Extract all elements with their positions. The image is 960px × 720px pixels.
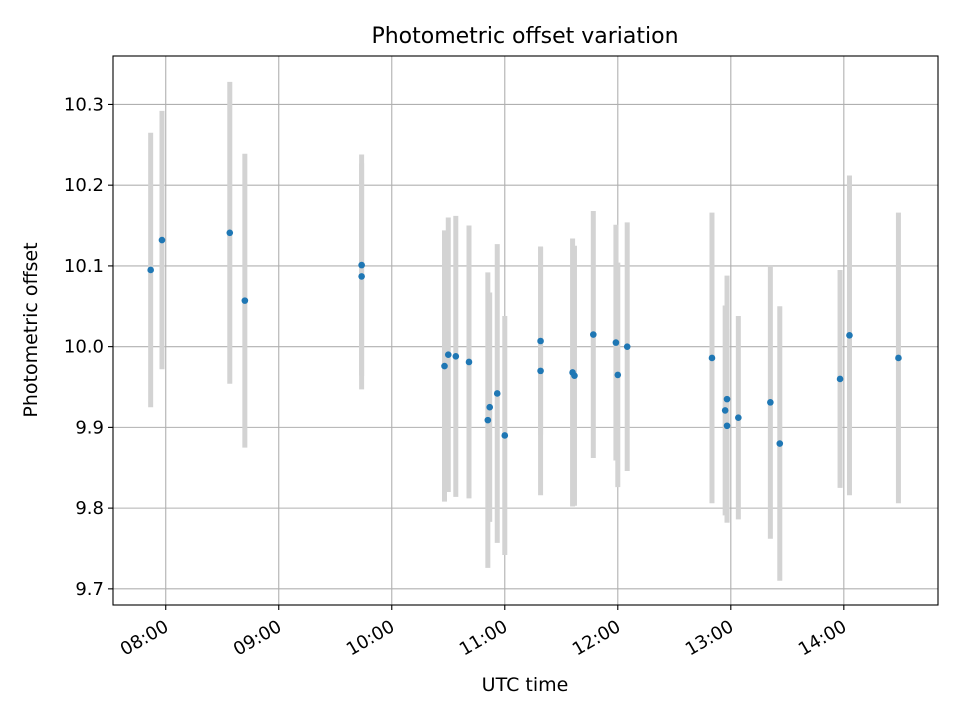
- y-tick-label: 9.9: [75, 417, 104, 438]
- data-point: [358, 273, 365, 280]
- data-point: [735, 414, 742, 421]
- y-tick-label: 10.3: [64, 94, 104, 115]
- data-point: [241, 297, 249, 304]
- data-point: [571, 372, 578, 380]
- data-point: [767, 399, 774, 406]
- data-point: [452, 353, 460, 360]
- data-point: [493, 390, 501, 397]
- data-point: [723, 395, 731, 403]
- point-layer: [147, 229, 902, 447]
- data-point: [358, 261, 365, 269]
- y-tick-label: 9.8: [75, 498, 104, 519]
- data-point: [612, 339, 620, 346]
- y-tick-label: 10.0: [64, 337, 104, 358]
- data-point: [501, 432, 509, 439]
- data-point: [590, 331, 597, 338]
- data-point: [723, 422, 731, 430]
- data-point: [465, 358, 473, 366]
- data-point: [444, 351, 452, 359]
- data-point: [484, 416, 492, 424]
- y-tick-label: 10.2: [64, 175, 104, 196]
- plot-frame: [112, 55, 939, 606]
- data-point: [537, 337, 544, 345]
- data-point: [846, 332, 853, 339]
- y-axis-ticks: 9.7 9.8 9.9 10.0 10.1 10.2 10.3: [64, 94, 113, 600]
- data-point: [836, 375, 844, 383]
- y-tick-label: 9.7: [75, 579, 104, 600]
- data-point: [486, 403, 494, 411]
- data-point: [721, 407, 729, 414]
- data-point: [441, 362, 448, 370]
- data-point: [776, 440, 784, 447]
- chart-title: Photometric offset variation: [371, 24, 678, 49]
- data-point: [537, 367, 544, 375]
- data-point: [147, 266, 154, 274]
- x-axis-label: UTC time: [482, 674, 569, 696]
- y-axis-label: Photometric offset: [20, 242, 42, 417]
- data-point: [226, 229, 234, 237]
- data-point: [614, 371, 622, 379]
- data-point: [895, 354, 902, 362]
- data-point: [708, 354, 716, 362]
- y-tick-label: 10.1: [64, 256, 104, 277]
- data-point: [158, 236, 166, 244]
- data-point: [623, 343, 631, 350]
